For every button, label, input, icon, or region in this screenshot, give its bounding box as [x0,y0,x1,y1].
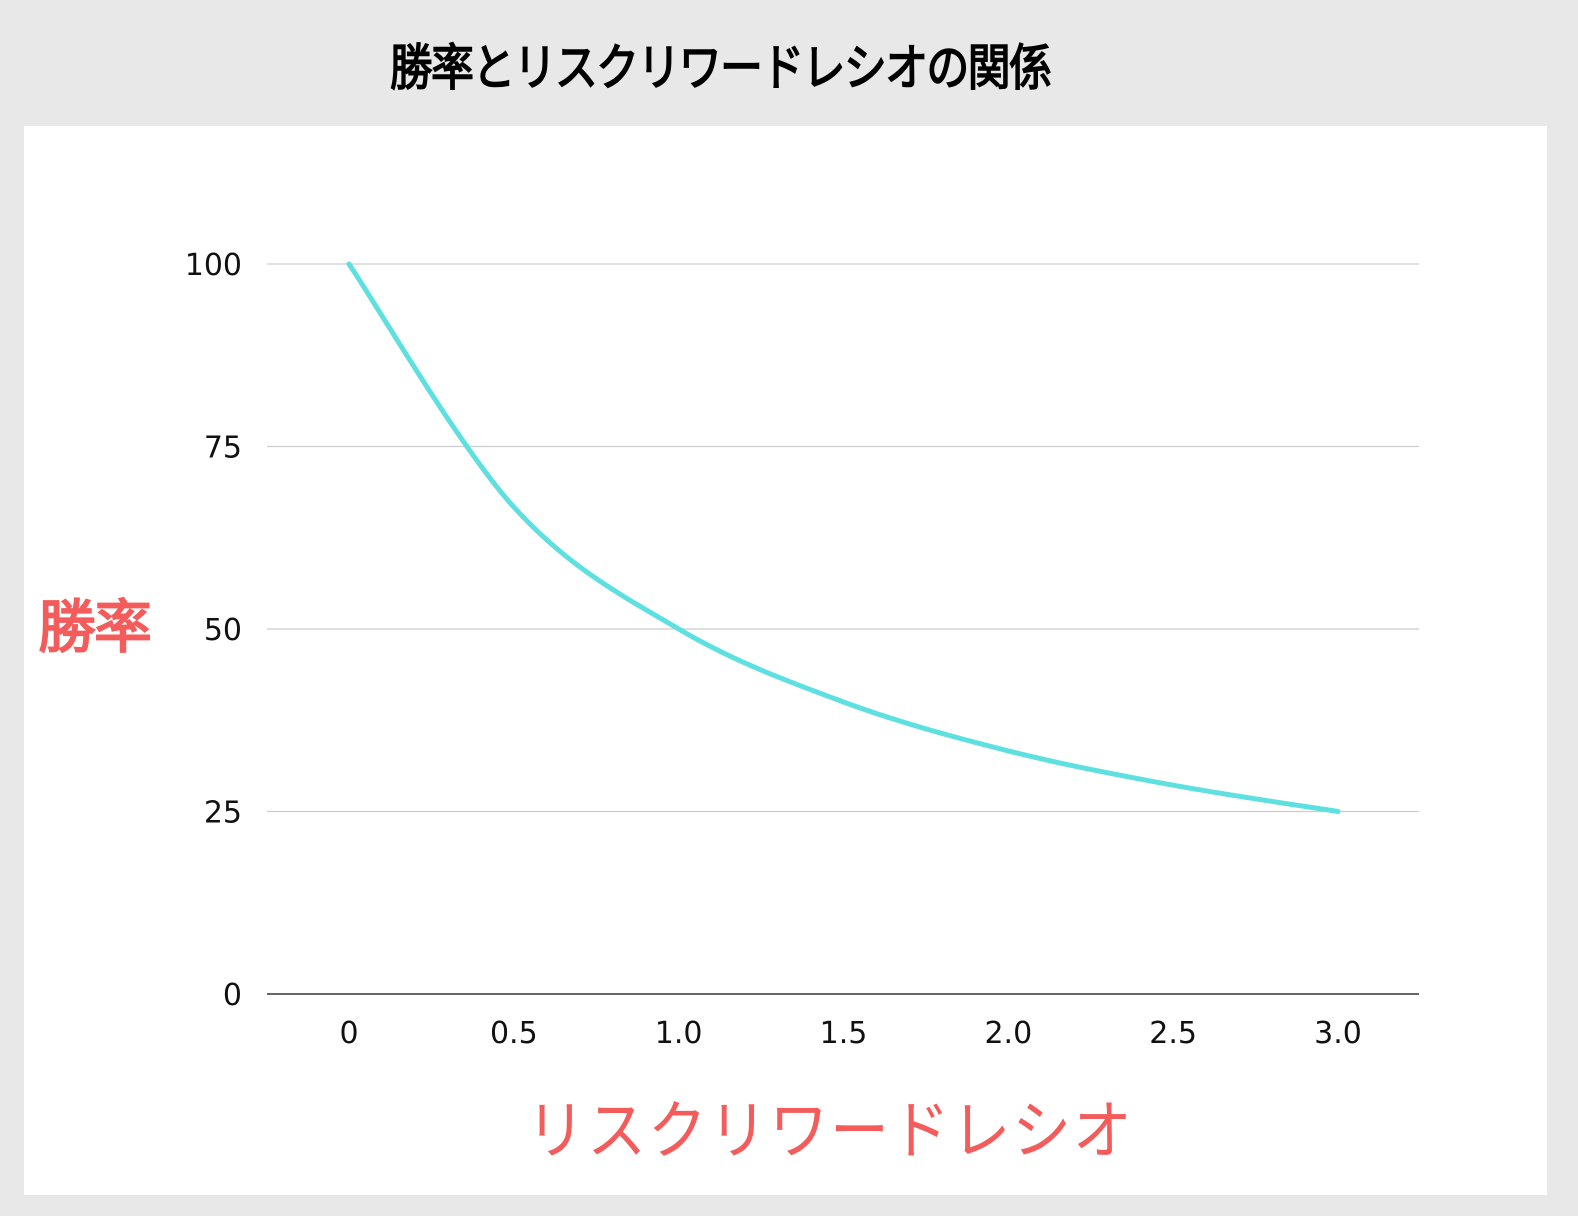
x-axis-ticks: 0 0.5 1.0 1.5 2.0 2.5 3.0 [339,1016,1361,1051]
x-tick-label: 3.0 [1314,1016,1362,1051]
x-tick-label: 2.5 [1149,1016,1197,1051]
y-tick-label: 0 [223,978,242,1013]
y-axis-ticks: 0 25 50 75 100 [185,248,242,1013]
x-tick-label: 2.0 [984,1016,1032,1051]
y-tick-label: 50 [204,613,242,648]
x-tick-label: 1.5 [820,1016,868,1051]
x-tick-label: 1.0 [655,1016,703,1051]
y-tick-label: 25 [204,796,242,831]
x-tick-label: 0.5 [490,1016,538,1051]
win-rate-line [346,261,1341,814]
chart-panel [24,126,1547,1195]
y-axis-label: 勝率 [38,593,152,661]
gridlines [267,263,1419,995]
y-tick-label: 100 [185,248,242,283]
chart-title: 勝率とリスクリワードレシオの関係 [389,39,1052,97]
x-tick-label: 0 [339,1016,358,1051]
x-axis-label: リスクリワードレシオ [526,1095,1134,1169]
y-tick-label: 75 [204,431,242,466]
